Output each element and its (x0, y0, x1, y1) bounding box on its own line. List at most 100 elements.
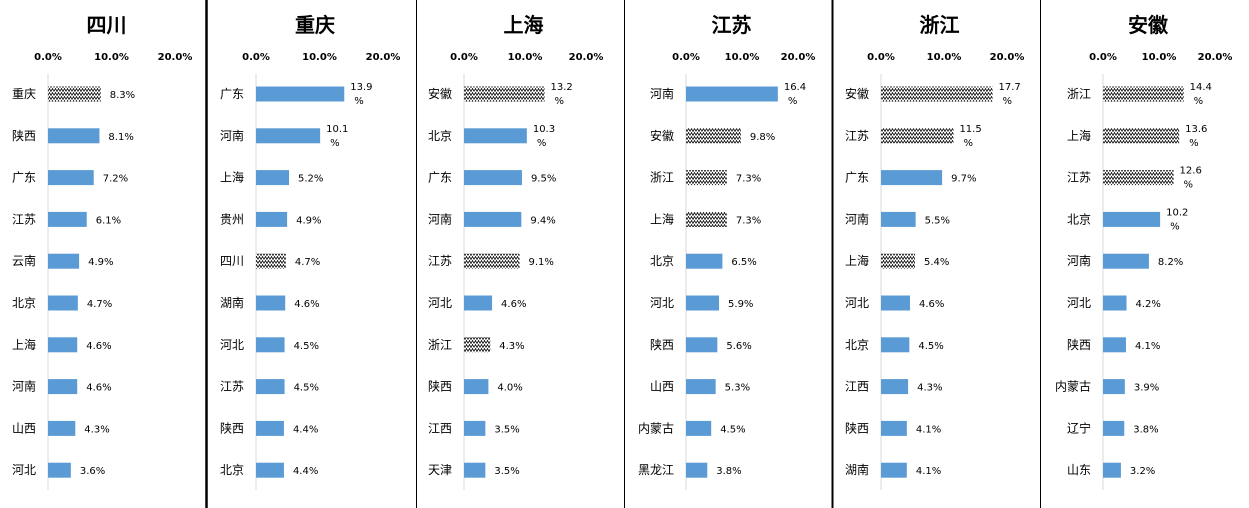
panel-chart: 江苏 0.0% 10.0% 20.0% 河南 16.4% 安徽 9.8% 浙江 7.3% 上海 7.3… (638, 13, 815, 490)
bar (881, 295, 910, 311)
data-label: 4.3% (499, 341, 524, 352)
data-label: 3.6% (80, 466, 105, 477)
data-label: 4.1% (916, 466, 941, 477)
bar (686, 379, 716, 395)
bar (464, 337, 491, 353)
category-label: 陕西 (845, 420, 869, 435)
data-label: 4.9% (88, 257, 113, 268)
category-label: 山西 (12, 421, 36, 435)
category-label: 山东 (1067, 463, 1091, 477)
x-tick-label: 10.0% (1142, 52, 1177, 63)
bar (881, 379, 909, 395)
data-label: 8.3% (110, 90, 135, 101)
data-label: 3.5% (494, 466, 519, 477)
data-label: 8.1% (108, 132, 133, 143)
bar (48, 337, 78, 353)
bar (256, 337, 285, 353)
category-label: 四川 (220, 254, 244, 268)
category-label: 北京 (428, 129, 452, 143)
x-tick-label: 10.0% (508, 52, 543, 63)
x-tick-label: 0.0% (672, 52, 700, 63)
bar (1103, 253, 1149, 269)
data-label: 5.9% (728, 299, 753, 310)
panel-chart: 重庆 0.0% 10.0% 20.0% 广东 13.9% 河南 10.1% 上海 5.2% 贵州 4.… (220, 13, 400, 490)
category-label: 湖南 (220, 295, 244, 310)
x-tick-label: 0.0% (242, 52, 270, 63)
data-label: 3.9% (1134, 383, 1159, 394)
data-label-unit: % (1194, 96, 1204, 107)
category-label: 重庆 (12, 87, 36, 101)
category-label: 河南 (428, 211, 452, 226)
bar (256, 86, 345, 102)
panel-chart: 安徽 0.0% 10.0% 20.0% 浙江 14.4% 上海 13.6% 江苏 12.6% 北京 1… (1055, 13, 1232, 490)
category-label: 内蒙古 (638, 420, 674, 435)
x-tick-label: 10.0% (725, 52, 760, 63)
data-label: 4.2% (1136, 299, 1161, 310)
category-label: 云南 (12, 253, 36, 268)
category-label: 上海 (845, 253, 869, 268)
bar (464, 379, 489, 395)
bar (686, 128, 741, 144)
category-label: 北京 (1067, 212, 1091, 226)
category-label: 安徽 (845, 86, 869, 101)
data-label: 4.5% (294, 341, 319, 352)
bar (48, 128, 100, 144)
bar (686, 253, 723, 269)
category-label: 江苏 (845, 129, 869, 143)
x-tick-label: 20.0% (1198, 52, 1233, 63)
data-label: 4.4% (293, 424, 318, 435)
x-tick-label: 0.0% (1089, 52, 1117, 63)
bar (464, 86, 545, 102)
category-label: 安徽 (650, 128, 674, 143)
data-label-unit: % (788, 96, 798, 107)
category-label: 内蒙古 (1055, 379, 1091, 394)
bar (464, 128, 527, 144)
data-label: 10.1 (326, 124, 348, 135)
data-label: 13.6 (1185, 124, 1207, 135)
category-label: 江苏 (1067, 171, 1091, 185)
panel-title: 四川 (87, 13, 127, 37)
data-label: 4.4% (293, 466, 318, 477)
category-label: 河北 (12, 463, 36, 477)
data-label: 3.5% (494, 424, 519, 435)
data-label: 4.3% (84, 424, 109, 435)
category-label: 上海 (650, 211, 674, 226)
data-label-unit: % (1170, 221, 1180, 232)
data-label: 9.5% (531, 174, 556, 185)
data-label: 9.8% (750, 132, 775, 143)
bar (1103, 420, 1125, 436)
bar (686, 295, 720, 311)
data-label: 4.7% (87, 299, 112, 310)
bar (256, 295, 286, 311)
bar (464, 253, 520, 269)
panels: 四川 0.0% 10.0% 20.0% 重庆 8.3% 陕西 8.1% 广东 7.2% 江苏 6.1%… (12, 13, 1232, 490)
x-tick-label: 10.0% (94, 52, 129, 63)
bar (464, 170, 522, 186)
data-label: 5.6% (726, 341, 751, 352)
bar (1103, 295, 1127, 311)
x-tick-label: 0.0% (34, 52, 62, 63)
panel-chart: 四川 0.0% 10.0% 20.0% 重庆 8.3% 陕西 8.1% 广东 7.2% 江苏 6.1%… (12, 13, 192, 490)
data-label: 5.2% (298, 174, 323, 185)
data-label-unit: % (963, 138, 973, 149)
data-label: 14.4 (1190, 82, 1212, 93)
data-label: 5.5% (925, 215, 950, 226)
category-label: 河南 (12, 379, 36, 394)
data-label: 7.2% (103, 174, 128, 185)
bar (881, 253, 916, 269)
bar (686, 211, 727, 227)
data-label-unit: % (1003, 96, 1013, 107)
category-label: 河北 (650, 296, 674, 310)
data-label-unit: % (555, 96, 565, 107)
bar (881, 337, 910, 353)
data-label: 6.5% (731, 257, 756, 268)
data-label: 13.2 (551, 82, 573, 93)
bar (256, 379, 285, 395)
data-label: 4.6% (86, 383, 111, 394)
category-label: 浙江 (428, 338, 452, 352)
x-tick-label: 10.0% (302, 52, 337, 63)
category-label: 河南 (845, 211, 869, 226)
bar (48, 420, 76, 436)
data-label-unit: % (537, 138, 547, 149)
